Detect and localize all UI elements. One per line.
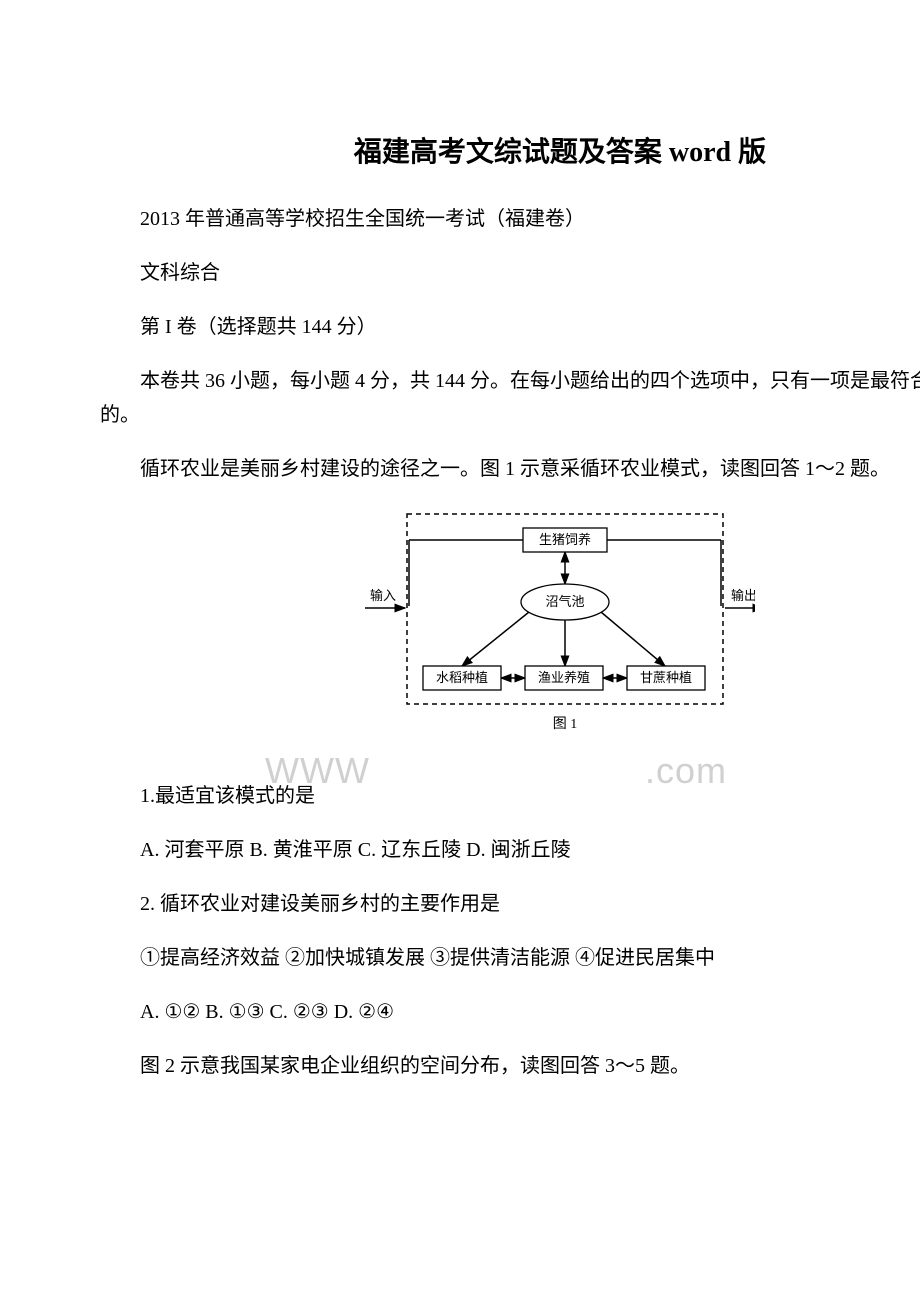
question-1: 1.最适宜该模式的是 [100, 779, 920, 813]
svg-text:输入: 输入 [370, 588, 396, 603]
svg-text:甘蔗种植: 甘蔗种植 [640, 670, 692, 685]
svg-text:图 1: 图 1 [553, 717, 578, 732]
subject: 文科综合 [100, 256, 920, 290]
question-1-options: A. 河套平原 B. 黄淮平原 C. 辽东丘陵 D. 闽浙丘陵 [100, 833, 920, 867]
passage-intro: 循环农业是美丽乡村建设的途径之一。图 1 示意采循环农业模式，读图回答 1～2 … [100, 452, 920, 486]
question-2: 2. 循环农业对建设美丽乡村的主要作用是 [100, 887, 920, 921]
svg-text:渔业养殖: 渔业养殖 [538, 670, 590, 685]
section-header: 第 I 卷（选择题共 144 分） [100, 310, 920, 344]
document-title: 福建高考文综试题及答案 word 版 [100, 130, 920, 170]
cycle-diagram: 生猪饲养水稻种植 渔业养殖 甘蔗种植 沼气池 输入 输出图 1 [365, 506, 755, 734]
svg-text:水稻种植: 水稻种植 [436, 670, 488, 685]
exam-header: 2013 年普通高等学校招生全国统一考试（福建卷） [100, 202, 920, 236]
next-passage: 图 2 示意我国某家电企业组织的空间分布，读图回答 3～5 题。 [100, 1049, 920, 1083]
instructions: 本卷共 36 小题，每小题 4 分，共 144 分。在每小题给出的四个选项中，只… [100, 364, 920, 432]
figure-1: 生猪饲养水稻种植 渔业养殖 甘蔗种植 沼气池 输入 输出图 1 [100, 506, 920, 739]
svg-text:生猪饲养: 生猪饲养 [539, 532, 591, 547]
svg-text:输出: 输出 [731, 588, 755, 603]
question-2-options: A. ①② B. ①③ C. ②③ D. ②④ [100, 995, 920, 1029]
svg-text:沼气池: 沼气池 [545, 594, 584, 609]
question-2-statements: ①提高经济效益 ②加快城镇发展 ③提供清洁能源 ④促进民居集中 [100, 941, 920, 975]
